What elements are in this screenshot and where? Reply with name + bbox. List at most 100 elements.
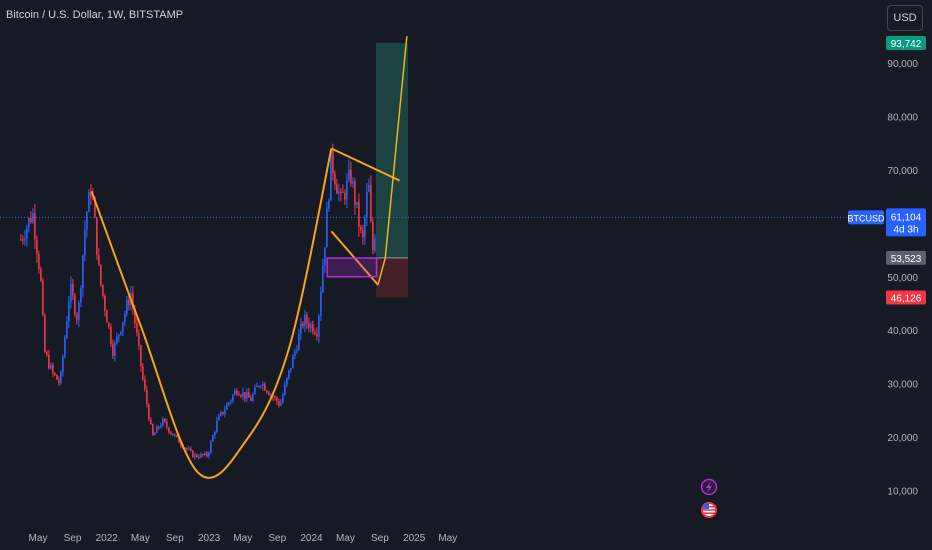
- candle: [108, 321, 110, 330]
- candle: [30, 211, 32, 224]
- candle: [98, 247, 100, 267]
- candle-body: [280, 402, 282, 406]
- candle: [24, 229, 26, 246]
- candle: [240, 393, 242, 399]
- candle: [142, 362, 144, 382]
- candle-body: [176, 435, 178, 437]
- candle: [120, 331, 122, 336]
- candle: [68, 295, 70, 329]
- price-axis[interactable]: 10,00020,00030,00040,00050,00060,00070,0…: [887, 59, 918, 498]
- currency-button[interactable]: USD: [887, 5, 923, 31]
- candle-body: [368, 185, 370, 192]
- candle-body: [116, 336, 118, 343]
- entry-price-label: 53,523: [891, 254, 922, 265]
- candle-body: [282, 394, 284, 403]
- candle-body: [298, 334, 300, 351]
- candle-body: [212, 435, 214, 442]
- candle-body: [34, 213, 36, 240]
- candle: [56, 374, 58, 380]
- candle-body: [110, 326, 112, 345]
- candle: [284, 381, 286, 396]
- candle: [150, 417, 152, 425]
- candle: [100, 264, 102, 288]
- candle: [302, 321, 304, 329]
- candle-body: [286, 377, 288, 385]
- candle: [268, 390, 270, 396]
- event-icons[interactable]: [700, 478, 718, 519]
- candle: [304, 309, 306, 333]
- candle: [162, 416, 164, 427]
- candle-body: [50, 364, 52, 369]
- candle: [66, 316, 68, 339]
- candle: [220, 410, 222, 417]
- candle-body: [94, 197, 96, 218]
- pattern-drawings[interactable]: [90, 36, 408, 479]
- candle-body: [374, 237, 376, 251]
- target-price-label-bg: [886, 35, 926, 50]
- candle-body: [258, 385, 260, 387]
- symbol-label-bg: [848, 210, 884, 225]
- candle: [82, 254, 84, 298]
- candle-body: [128, 299, 130, 306]
- candle: [118, 333, 120, 343]
- candle: [358, 193, 360, 237]
- candle: [250, 394, 252, 402]
- candle: [136, 317, 138, 337]
- candle-body: [336, 184, 338, 194]
- candle-body: [180, 442, 182, 446]
- candle: [252, 392, 254, 403]
- candle-body: [76, 314, 78, 320]
- lightning-icon[interactable]: [700, 478, 718, 496]
- candle: [22, 235, 24, 245]
- candle: [44, 313, 46, 354]
- candle-body: [312, 323, 314, 333]
- candle-body: [60, 371, 62, 383]
- candle: [254, 384, 256, 395]
- candle-body: [114, 342, 116, 357]
- candle-body: [194, 454, 196, 458]
- candle: [362, 224, 364, 245]
- candle: [298, 329, 300, 351]
- candle-body: [206, 452, 208, 457]
- candle: [64, 335, 66, 359]
- candle: [54, 371, 56, 377]
- x-tick-label: May: [438, 533, 457, 544]
- candle-body: [314, 332, 316, 334]
- candle: [80, 285, 82, 308]
- candle-body: [302, 323, 304, 326]
- candle-body: [250, 397, 252, 401]
- candle-body: [72, 283, 74, 296]
- candle-body: [46, 352, 48, 356]
- projection-line: [377, 36, 408, 285]
- candle-body: [24, 238, 26, 240]
- countdown-label: 4d 3h: [893, 224, 918, 235]
- candle: [300, 317, 302, 341]
- stop-price-label: 46,126: [891, 293, 922, 304]
- candle: [160, 422, 162, 429]
- candle: [124, 310, 126, 326]
- candle-body: [172, 433, 174, 436]
- candle-body: [120, 331, 122, 335]
- candle: [326, 201, 328, 248]
- time-axis[interactable]: May Sep 2022 May Sep 2023 May Sep 2024 May Sep 2025…: [29, 533, 458, 544]
- candle: [342, 184, 344, 194]
- candle: [138, 329, 140, 351]
- candle: [370, 175, 372, 223]
- candle: [242, 387, 244, 401]
- candle-body: [52, 364, 54, 373]
- candle: [350, 161, 352, 187]
- candle: [102, 284, 104, 299]
- candle: [294, 348, 296, 360]
- candle: [156, 424, 158, 434]
- candle-body: [348, 169, 350, 180]
- candle: [260, 384, 262, 390]
- candle-body: [104, 295, 106, 311]
- candle: [58, 376, 60, 387]
- candle: [292, 354, 294, 369]
- candle-body: [234, 390, 236, 395]
- us-flag-icon[interactable]: [701, 502, 717, 518]
- candle: [354, 177, 356, 216]
- candle: [174, 433, 176, 438]
- candle-body: [150, 419, 152, 425]
